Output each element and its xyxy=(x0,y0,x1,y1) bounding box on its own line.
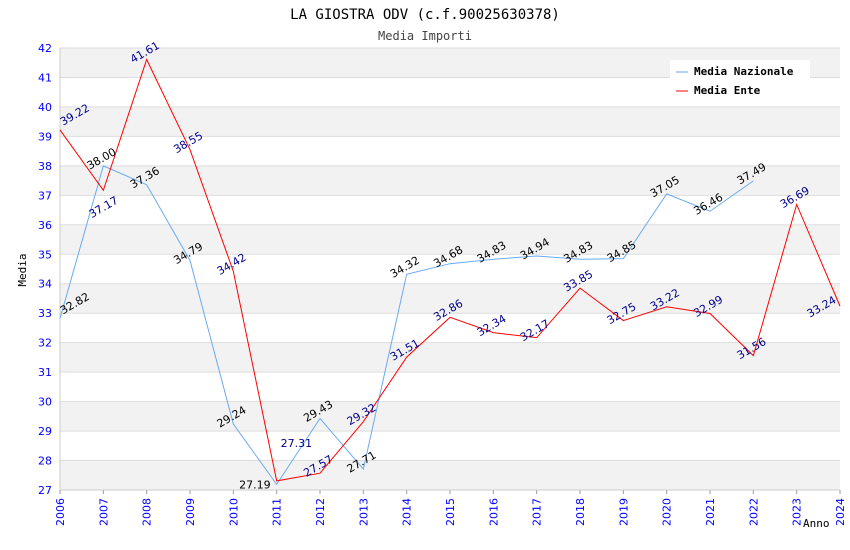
grid-band xyxy=(60,431,840,461)
grid-band xyxy=(60,254,840,284)
x-tick-label: 2022 xyxy=(747,498,760,526)
y-axis-label: Media xyxy=(16,253,29,286)
x-tick-label: 2013 xyxy=(357,498,370,526)
y-tick-label: 36 xyxy=(38,219,52,232)
y-tick-label: 31 xyxy=(38,366,52,379)
grid-band xyxy=(60,401,840,432)
y-tick-label: 30 xyxy=(38,396,52,409)
grid-band xyxy=(60,106,840,137)
x-tick-label: 2016 xyxy=(487,498,500,526)
grid-band xyxy=(60,283,840,314)
y-tick-label: 37 xyxy=(38,189,52,202)
x-tick-label: 2019 xyxy=(617,498,630,526)
legend-label-nazionale: Media Nazionale xyxy=(694,65,794,78)
legend-label-ente: Media Ente xyxy=(694,84,761,97)
y-tick-label: 28 xyxy=(38,455,52,468)
grid-band xyxy=(60,165,840,196)
chart-subtitle: Media Importi xyxy=(378,29,472,43)
grid-band xyxy=(60,342,840,373)
y-tick-label: 33 xyxy=(38,307,52,320)
y-tick-label: 38 xyxy=(38,160,52,173)
grid-band xyxy=(60,372,840,402)
y-tick-label: 41 xyxy=(38,71,52,84)
data-label: 27.31 xyxy=(281,437,313,450)
grid-band xyxy=(60,460,840,490)
legend: Media Nazionale Media Ente xyxy=(670,60,810,102)
y-tick-label: 40 xyxy=(38,101,52,114)
x-axis-label: Anno xyxy=(803,517,830,530)
x-tick-label: 2007 xyxy=(97,498,110,526)
x-tick-label: 2006 xyxy=(54,498,67,526)
x-tick-label: 2009 xyxy=(184,498,197,526)
x-tick-label: 2014 xyxy=(401,498,414,526)
grid-band xyxy=(60,195,840,225)
x-tick-label: 2021 xyxy=(704,498,717,526)
x-tick-label: 2018 xyxy=(574,498,587,526)
y-tick-label: 35 xyxy=(38,248,52,261)
grid-band xyxy=(60,313,840,343)
x-tick-label: 2008 xyxy=(141,498,154,526)
y-tick-label: 34 xyxy=(38,278,52,291)
x-tick-label: 2010 xyxy=(227,498,240,526)
series-line-nazionale xyxy=(59,165,754,486)
x-tick-label: 2020 xyxy=(661,498,674,526)
y-tick-label: 27 xyxy=(38,484,52,497)
x-tick-label: 2023 xyxy=(791,498,804,526)
x-tick-label: 2012 xyxy=(314,498,327,526)
x-tick-label: 2011 xyxy=(271,498,284,526)
y-tick-label: 32 xyxy=(38,337,52,350)
y-tick-label: 42 xyxy=(38,42,52,55)
grid-band xyxy=(60,224,840,255)
x-tick-label: 2024 xyxy=(834,498,847,526)
x-tick-label: 2017 xyxy=(531,498,544,526)
x-tick-label: 2015 xyxy=(444,498,457,526)
chart-title: LA GIOSTRA ODV (c.f.90025630378) xyxy=(290,7,560,23)
y-tick-label: 29 xyxy=(38,425,52,438)
data-label: 27.19 xyxy=(239,478,271,491)
series-line-ente xyxy=(59,58,841,482)
y-tick-label: 39 xyxy=(38,130,52,143)
